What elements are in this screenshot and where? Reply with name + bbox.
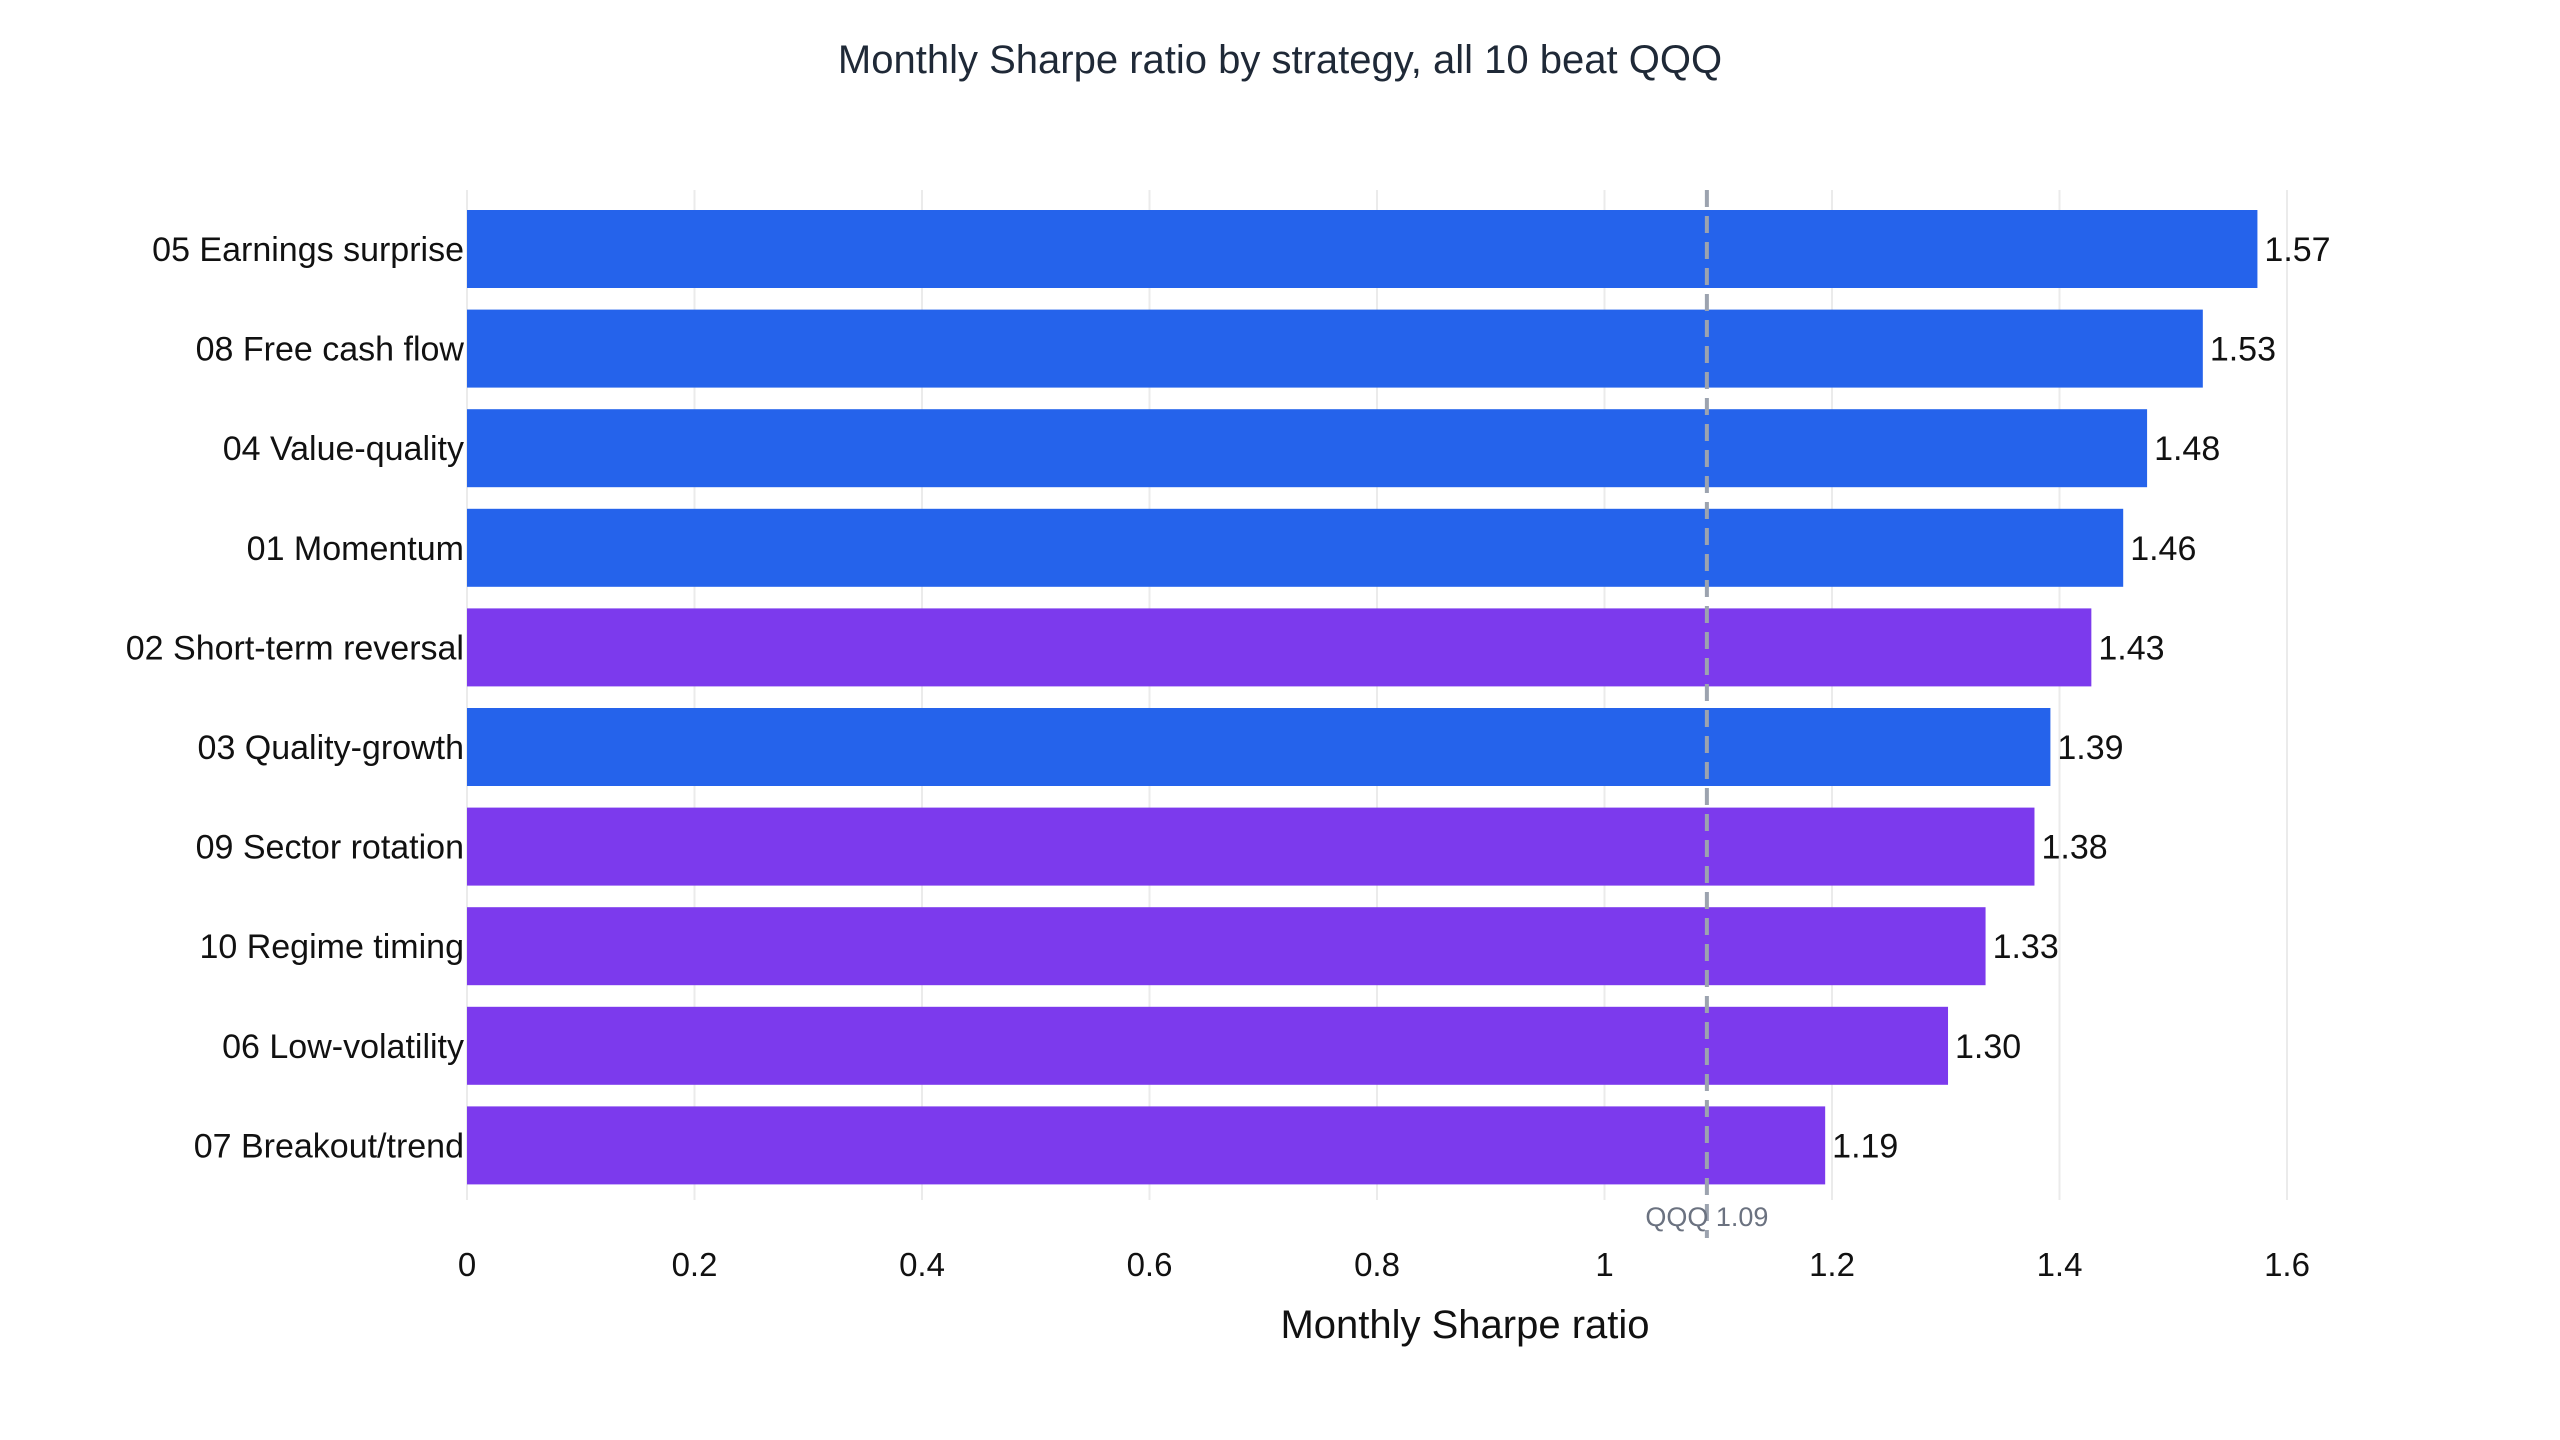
bar-value-label: 1.46	[2130, 530, 2196, 568]
x-tick-label: 0.6	[1127, 1246, 1173, 1283]
x-tick-label: 0.8	[1354, 1246, 1400, 1283]
value-labels: 1.57 1.53 1.48 1.46 1.43 1.39 1.38 1.33 1.30 1.19	[1832, 231, 2330, 1165]
category-label: 09 Sector rotation	[196, 829, 464, 867]
category-label: 10 Regime timing	[199, 928, 464, 966]
bar[interactable]	[467, 210, 2258, 288]
x-tick-label: 0	[458, 1246, 476, 1283]
bar-value-label: 1.53	[2210, 331, 2276, 369]
category-label: 01 Momentum	[247, 530, 464, 568]
category-label: 02 Short-term reversal	[126, 629, 464, 667]
bar[interactable]	[467, 1006, 1949, 1085]
bar-value-label: 1.39	[2057, 729, 2123, 767]
x-tick-label: 0.4	[899, 1246, 945, 1283]
x-tick-label: 0.2	[672, 1246, 718, 1283]
x-tick-label: 1.2	[1809, 1246, 1855, 1283]
category-label: 05 Earnings surprise	[152, 231, 464, 269]
bar[interactable]	[467, 807, 2035, 886]
bar-value-label: 1.30	[1955, 1028, 2021, 1066]
category-label: 08 Free cash flow	[196, 331, 465, 369]
bar-value-label: 1.57	[2264, 231, 2330, 269]
x-tick-label: 1.4	[2037, 1246, 2083, 1283]
category-label: 06 Low-volatility	[222, 1028, 464, 1066]
bar-value-label: 1.33	[1993, 928, 2059, 966]
x-tick-label: 1.6	[2264, 1246, 2310, 1283]
bar-value-label: 1.38	[2041, 829, 2107, 867]
category-labels: 05 Earnings surprise 08 Free cash flow 04 …	[126, 231, 465, 1165]
category-label: 07 Breakout/trend	[194, 1127, 464, 1165]
reference-line-label: QQQ 1.09	[1645, 1202, 1768, 1232]
x-axis-title: Monthly Sharpe ratio	[1280, 1303, 1649, 1347]
bar[interactable]	[467, 608, 2092, 687]
category-label: 04 Value-quality	[223, 430, 464, 468]
bar[interactable]	[467, 907, 1986, 986]
bar[interactable]	[467, 708, 2051, 786]
category-label: 03 Quality-growth	[198, 729, 464, 767]
bar-value-label: 1.43	[2098, 629, 2164, 667]
x-axis-ticks: 0 0.2 0.4 0.6 0.8 1 1.2 1.4 1.6	[458, 1246, 2310, 1283]
reference-line-group: QQQ 1.09	[1645, 190, 1768, 1238]
bar-value-label: 1.19	[1832, 1127, 1898, 1165]
chart-title: Monthly Sharpe ratio by strategy, all 10…	[837, 38, 1723, 82]
bar[interactable]	[467, 409, 2148, 488]
bars	[467, 210, 2258, 1185]
bar-value-label: 1.48	[2154, 430, 2220, 468]
bar[interactable]	[467, 508, 2124, 587]
bar[interactable]	[467, 309, 2203, 388]
x-tick-label: 1	[1595, 1246, 1613, 1283]
bar[interactable]	[467, 1106, 1826, 1185]
